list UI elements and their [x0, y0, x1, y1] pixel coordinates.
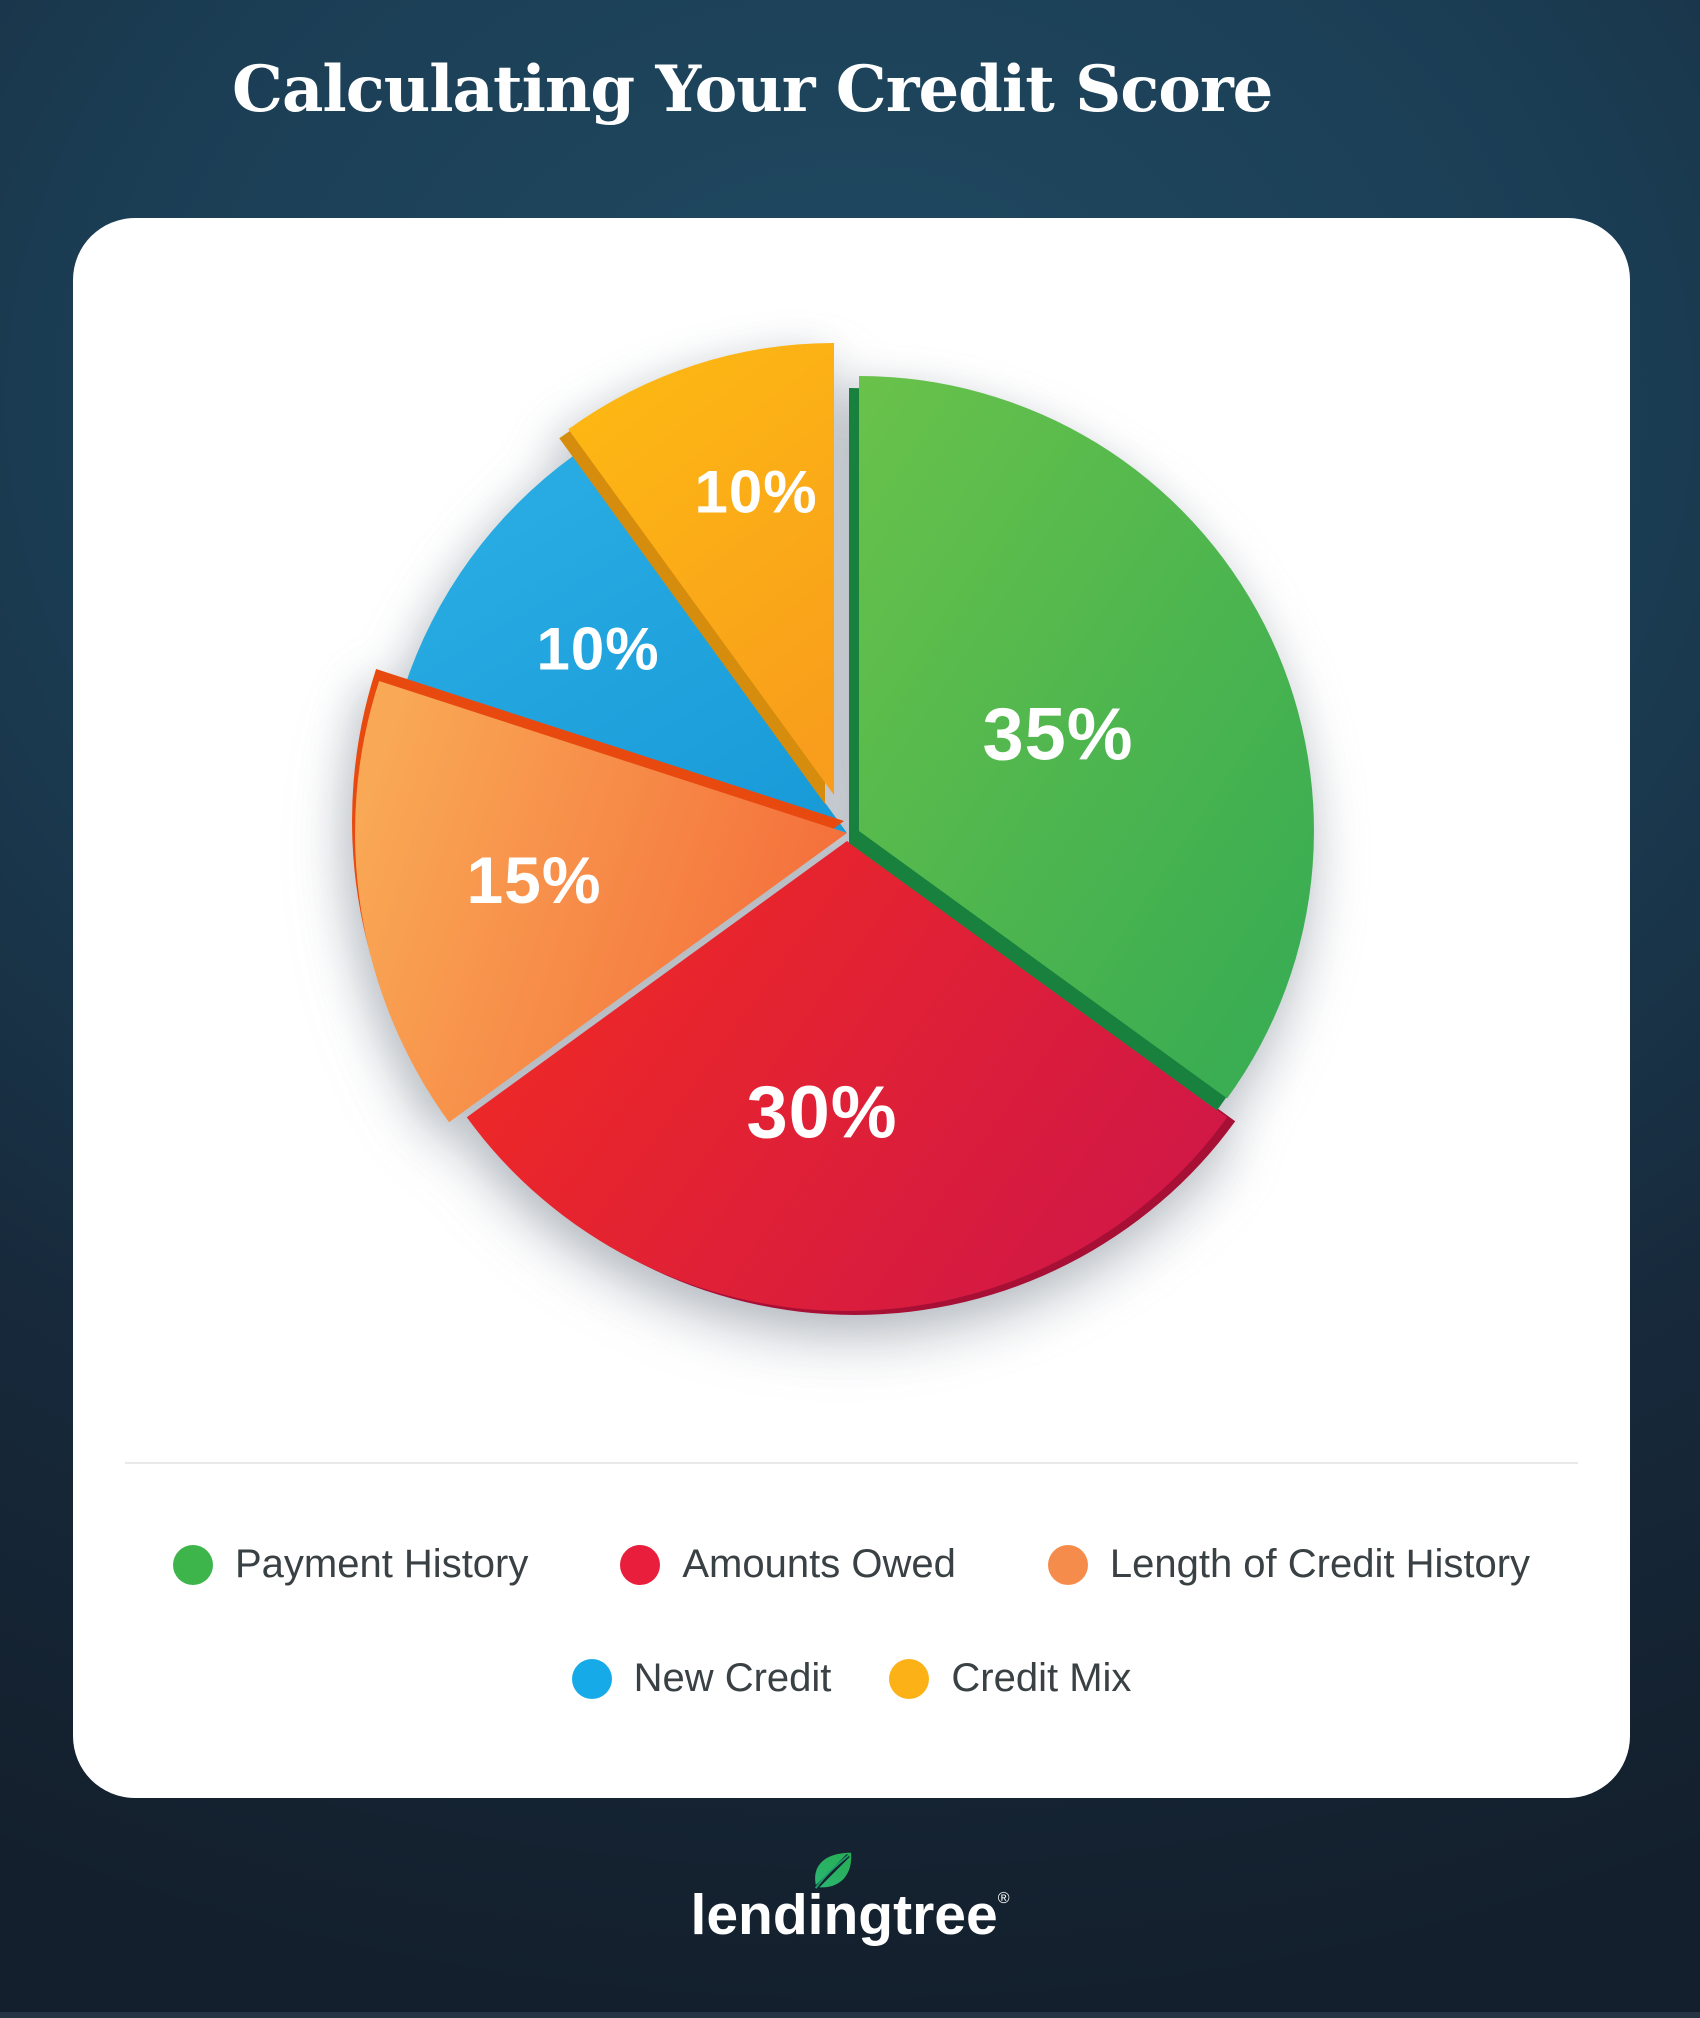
new-credit-dot-icon — [571, 1658, 612, 1699]
chart-card: Payment History Amounts Owed Length of C… — [73, 218, 1630, 1798]
brand-wordmark: lendingtree — [690, 1883, 998, 1947]
legend-label: Credit Mix — [951, 1656, 1132, 1700]
payment-history-dot-icon — [172, 1544, 213, 1585]
registered-trademark: ® — [997, 1890, 1010, 1907]
legend-label: Payment History — [234, 1542, 529, 1586]
legend-item-length-of-credit-history: Length of Credit History — [1047, 1542, 1531, 1587]
legend-divider — [125, 1462, 1578, 1464]
legend-item-amounts-owed: Amounts Owed — [620, 1542, 956, 1587]
credit-mix-dot-icon — [889, 1658, 930, 1699]
legend-row-1: Payment History Amounts Owed Length of C… — [73, 1542, 1630, 1587]
legend-item-credit-mix: Credit Mix — [889, 1656, 1131, 1701]
brand-footer: lendingtree ® — [0, 1850, 1700, 1948]
amounts-owed-dot-icon — [620, 1544, 661, 1585]
legend-label: Amounts Owed — [682, 1542, 956, 1586]
legend-item-new-credit: New Credit — [571, 1656, 832, 1701]
legend-label: Length of Credit History — [1109, 1542, 1531, 1586]
length-of-credit-history-dot-icon — [1047, 1544, 1088, 1585]
lendingtree-leaf-icon — [814, 1852, 852, 1890]
bottom-edge-strip — [0, 2012, 1700, 2018]
legend-item-payment-history: Payment History — [172, 1542, 529, 1587]
page-title: Calculating Your Credit Score — [232, 52, 1273, 127]
legend-label: New Credit — [633, 1656, 832, 1700]
legend-row-2: New Credit Credit Mix — [73, 1656, 1630, 1701]
